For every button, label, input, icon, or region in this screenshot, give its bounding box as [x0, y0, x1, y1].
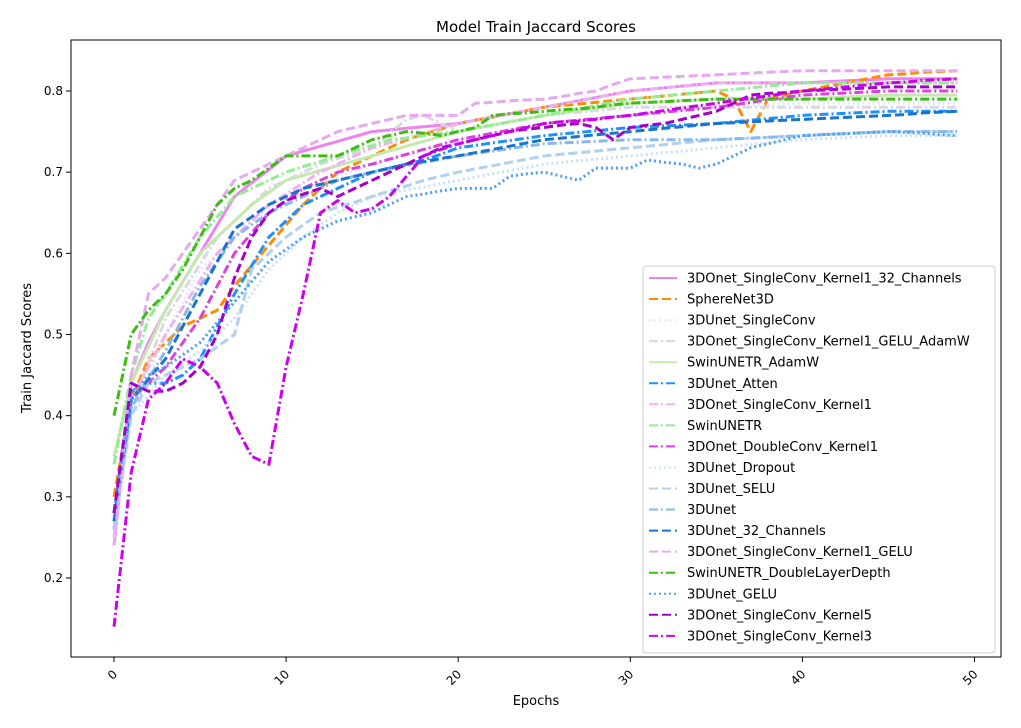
x-axis-label: Epochs: [513, 694, 560, 709]
legend-label: 3DUnet: [687, 503, 736, 518]
legend-label: 3DUnet_SingleConv: [687, 314, 816, 329]
series-line-14: [112, 97, 958, 417]
legend-label: SwinUNETR: [687, 419, 762, 434]
series-layer: [112, 69, 958, 627]
y-axis-label: Train Jaccard Scores: [20, 283, 35, 414]
legend-label: SwinUNETR_DoubleLayerDepth: [687, 566, 891, 581]
y-tick-label: 0.8: [44, 84, 63, 98]
y-tick-label: 0.3: [44, 490, 63, 504]
y-tick-label: 0.5: [44, 328, 63, 342]
y-tick-label: 0.6: [44, 246, 63, 260]
y-axis: 0.2 0.3 0.4 0.5 0.6 0.7 0.8: [44, 84, 71, 585]
series-line-9: [112, 134, 958, 538]
y-tick-label: 0.7: [44, 165, 63, 179]
legend-label: 3DOnet_DoubleConv_Kernel1: [687, 440, 878, 455]
series-line-8: [112, 89, 958, 530]
legend-label: 3DUnet_Atten: [687, 377, 778, 392]
series-line-6: [112, 81, 958, 538]
legend-label: 3DOnet_SingleConv_Kernel1_GELU: [687, 545, 913, 560]
series-line-16: [112, 85, 958, 514]
series-line-12: [112, 109, 958, 522]
series-line-10: [112, 130, 958, 530]
series-line-13: [112, 69, 958, 546]
series-line-17: [112, 77, 958, 627]
chart-title: Model Train Jaccard Scores: [436, 18, 636, 36]
legend-label: 3DOnet_SingleConv_Kernel1_32_Channels: [687, 272, 962, 287]
series-line-7: [112, 81, 958, 465]
legend-box: [642, 265, 996, 654]
legend-label: SwinUNETR_AdamW: [687, 356, 819, 371]
legend-label: 3DUnet_GELU: [687, 587, 777, 602]
legend-label: 3DOnet_SingleConv_Kernel5: [687, 608, 872, 623]
legend-label: 3DOnet_SingleConv_Kernel1: [687, 398, 872, 413]
legend-label: 3DUnet_SELU: [687, 482, 775, 497]
series-line-15: [112, 130, 958, 514]
legend-label: 3DUnet_Dropout: [687, 461, 795, 476]
y-tick-label: 0.2: [44, 571, 63, 585]
legend: 3DOnet_SingleConv_Kernel1_32_Channels Sph…: [642, 265, 996, 654]
legend-label: 3DUnet_32_Channels: [687, 524, 826, 539]
legend-label: 3DOnet_SingleConv_Kernel1_GELU_AdamW: [687, 335, 970, 350]
y-tick-label: 0.4: [44, 409, 63, 423]
legend-label: 3DOnet_SingleConv_Kernel3: [687, 629, 872, 644]
legend-label: SphereNet3D: [687, 293, 774, 308]
series-line-11: [112, 130, 958, 522]
plot-frame: [70, 39, 1002, 658]
series-line-5: [112, 109, 958, 514]
